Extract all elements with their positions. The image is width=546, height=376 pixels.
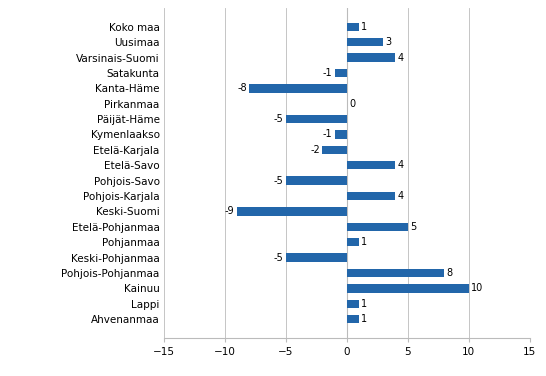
Text: -2: -2 <box>310 145 320 155</box>
Bar <box>237 207 347 216</box>
Text: 4: 4 <box>398 53 404 62</box>
Text: 0: 0 <box>349 99 355 109</box>
Bar <box>335 69 347 77</box>
Text: 1: 1 <box>361 314 367 324</box>
Text: 8: 8 <box>447 268 453 278</box>
Bar <box>322 146 347 154</box>
Bar <box>335 130 347 139</box>
Text: 5: 5 <box>410 222 417 232</box>
Bar <box>347 53 395 62</box>
Text: 1: 1 <box>361 299 367 309</box>
Text: 10: 10 <box>471 284 483 293</box>
Text: -5: -5 <box>274 114 283 124</box>
Text: -1: -1 <box>323 68 332 78</box>
Bar <box>347 192 395 200</box>
Bar <box>347 269 444 277</box>
Bar <box>286 176 347 185</box>
Bar <box>347 38 383 46</box>
Bar <box>347 315 359 323</box>
Bar <box>249 84 347 92</box>
Text: -5: -5 <box>274 176 283 186</box>
Text: -1: -1 <box>323 129 332 139</box>
Text: -9: -9 <box>225 206 235 217</box>
Text: -5: -5 <box>274 253 283 262</box>
Bar <box>347 300 359 308</box>
Text: 3: 3 <box>385 37 392 47</box>
Text: 4: 4 <box>398 160 404 170</box>
Bar <box>286 115 347 123</box>
Bar <box>347 161 395 170</box>
Bar <box>347 284 468 293</box>
Bar <box>347 223 408 231</box>
Text: 4: 4 <box>398 191 404 201</box>
Bar <box>286 253 347 262</box>
Bar <box>347 238 359 246</box>
Text: 1: 1 <box>361 237 367 247</box>
Bar <box>347 23 359 31</box>
Text: -8: -8 <box>237 83 247 93</box>
Text: 1: 1 <box>361 22 367 32</box>
